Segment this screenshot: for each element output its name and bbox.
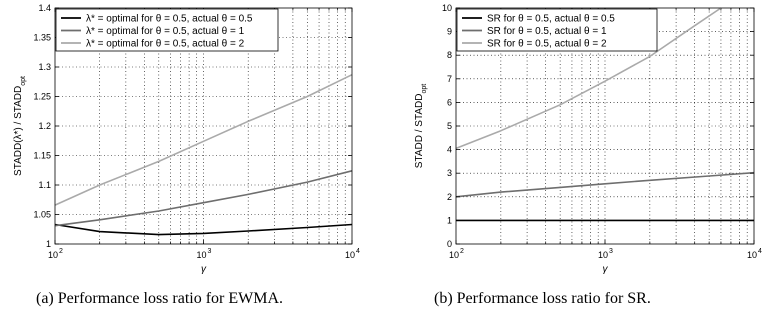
- y-tick-label: 1.3: [38, 62, 51, 72]
- x-tick-exponent: 3: [208, 248, 212, 255]
- caption-b: (b) Performance loss ratio for SR.: [434, 290, 651, 307]
- y-axis-label: STADD(λ*) / STADDopt: [13, 76, 27, 176]
- x-tick-label: 10: [196, 250, 206, 260]
- y-tick-label: 8: [447, 50, 452, 60]
- y-tick-label: 1: [447, 215, 452, 225]
- x-tick-exponent: 4: [758, 248, 762, 255]
- legend-label-2: SR for θ = 0.5, actual θ = 1: [487, 26, 607, 37]
- x-tick-label: 10: [598, 250, 608, 260]
- x-axis-label: γ: [201, 264, 207, 275]
- x-tick-exponent: 3: [609, 248, 613, 255]
- chart-ewma: 11.051.11.151.21.251.31.351.410 2 10 3 10 4γS…: [13, 3, 360, 275]
- x-tick-exponent: 4: [356, 248, 360, 255]
- legend-label-3: λ* = optimal for θ = 0.5, actual θ = 2: [86, 39, 245, 50]
- y-tick-label: 6: [447, 97, 452, 107]
- y-tick-label: 5: [447, 121, 452, 131]
- y-tick-label: 4: [447, 145, 452, 155]
- legend-label-3: SR for θ = 0.5, actual θ = 2: [487, 39, 607, 50]
- x-axis-label: γ: [603, 264, 609, 275]
- y-tick-label: 1.15: [33, 151, 51, 161]
- y-tick-label: 2: [447, 192, 452, 202]
- series-line-2: [54, 170, 353, 227]
- y-tick-label: 1.1: [38, 180, 51, 190]
- caption-a: (a) Performance loss ratio for EWMA.: [36, 290, 284, 307]
- y-tick-label: 1: [46, 239, 51, 249]
- x-tick-label: 10: [747, 250, 757, 260]
- y-tick-label: 10: [442, 3, 452, 13]
- y-tick-label: 1.25: [33, 92, 51, 102]
- y-tick-label: 1.35: [33, 33, 51, 43]
- y-axis-label: STADD / STADDopt: [414, 84, 428, 168]
- series-line-3: [54, 73, 353, 206]
- series-line-2: [455, 171, 755, 198]
- series-line-1: [54, 223, 353, 236]
- y-tick-label: 1.4: [38, 3, 51, 13]
- x-tick-label: 10: [345, 250, 355, 260]
- y-tick-label: 1.05: [33, 210, 51, 220]
- y-tick-label: 0: [447, 239, 452, 249]
- legend-box: [456, 8, 658, 52]
- y-tick-label: 9: [447, 27, 452, 37]
- y-tick-label: 3: [447, 168, 452, 178]
- series-line-3: [455, 7, 722, 150]
- x-tick-exponent: 2: [59, 248, 63, 255]
- y-tick-label: 1.2: [38, 121, 51, 131]
- legend-label-1: λ* = optimal for θ = 0.5, actual θ = 0.5: [86, 14, 253, 25]
- x-tick-label: 10: [449, 250, 459, 260]
- x-tick-label: 10: [48, 250, 58, 260]
- x-tick-exponent: 2: [460, 248, 464, 255]
- legend-label-2: λ* = optimal for θ = 0.5, actual θ = 1: [86, 26, 245, 37]
- y-tick-label: 7: [447, 74, 452, 84]
- legend-box: [55, 8, 279, 52]
- legend-label-1: SR for θ = 0.5, actual θ = 0.5: [487, 14, 615, 25]
